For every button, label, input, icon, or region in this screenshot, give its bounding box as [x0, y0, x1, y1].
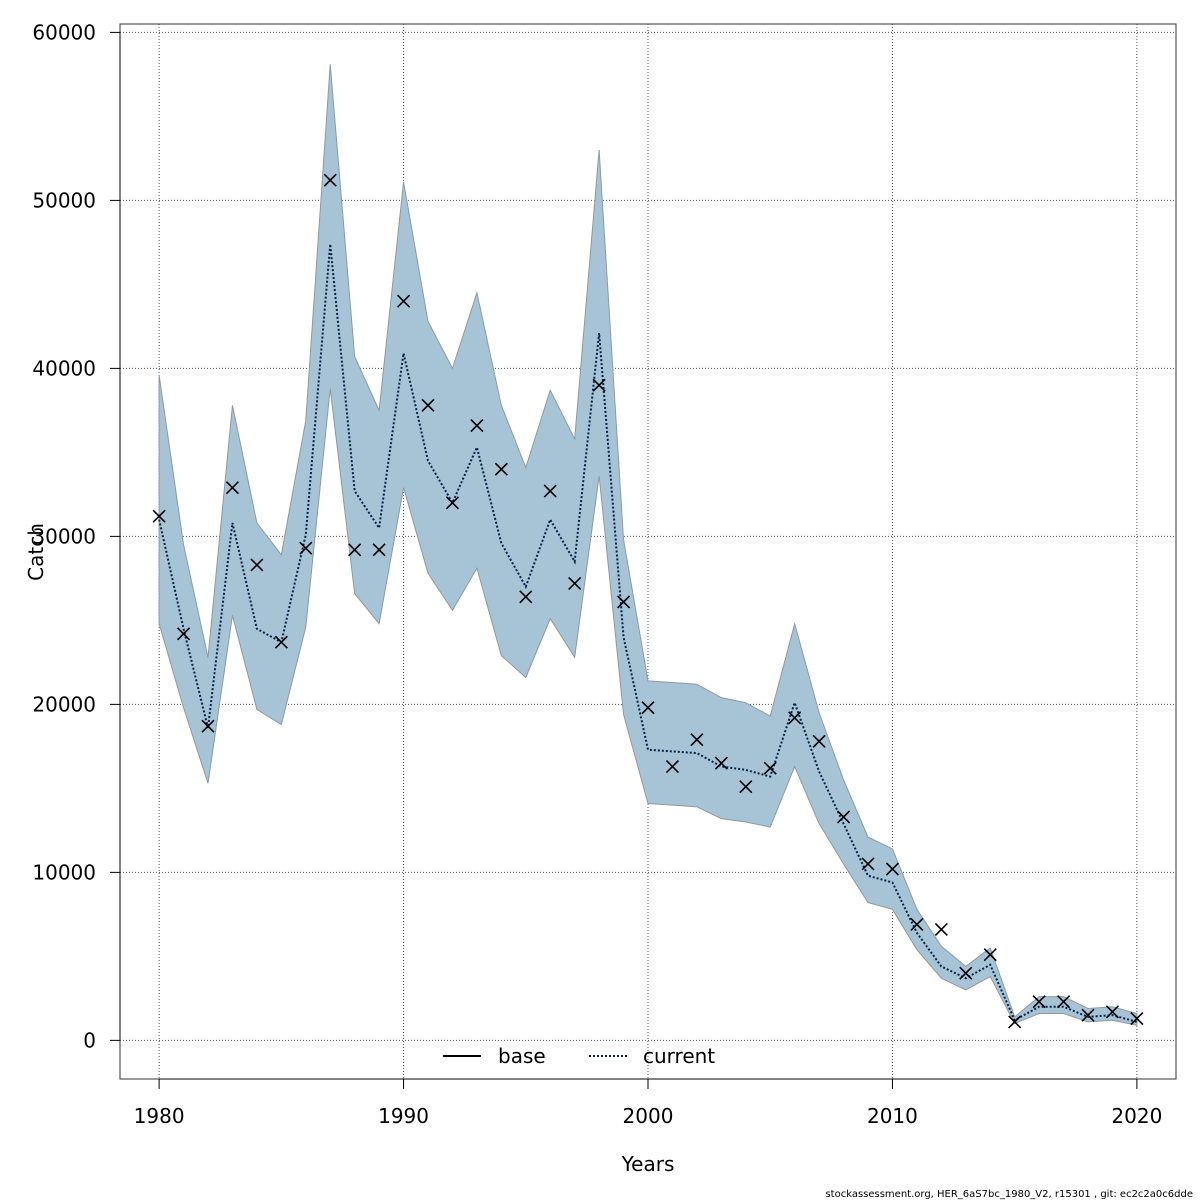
observed-markers-layer — [152, 173, 1144, 1029]
observed-point-1992 — [445, 496, 460, 510]
observed-point-2004 — [739, 780, 753, 794]
observed-point-2012 — [934, 922, 948, 937]
x-axis: 1980 1990 2000 2010 2020 — [134, 1078, 1162, 1128]
observed-point-2007 — [812, 734, 826, 748]
y-tick-label-60000: 60000 — [32, 20, 96, 44]
observed-point-2008 — [836, 810, 851, 824]
observed-point-2018 — [1081, 1008, 1095, 1022]
observed-point-1984 — [250, 558, 264, 572]
x-tick-label-2000: 2000 — [623, 1104, 674, 1128]
legend-current-label: current — [643, 1044, 715, 1068]
legend-base-label: base — [498, 1044, 546, 1068]
observed-point-1980 — [152, 509, 166, 523]
observed-point-2019 — [1105, 1005, 1120, 1019]
x-tick-label-1980: 1980 — [134, 1104, 185, 1128]
x-tick-label-2020: 2020 — [1111, 1104, 1162, 1128]
observed-point-1995 — [519, 590, 533, 604]
legend: base current — [443, 1044, 715, 1068]
y-axis: 0 10000 20000 30000 40000 50000 60000 — [32, 20, 121, 1052]
observed-point-1981 — [176, 627, 191, 641]
observed-point-2009 — [861, 857, 875, 871]
observed-point-1999 — [616, 595, 631, 609]
observed-point-1982 — [201, 719, 215, 733]
x-tick-label-2010: 2010 — [867, 1104, 918, 1128]
series-lines-layer — [158, 243, 1138, 1023]
observed-point-1989 — [372, 543, 386, 557]
confidence-band — [158, 64, 1138, 1026]
observed-point-1987 — [323, 173, 337, 187]
observed-point-1997 — [568, 576, 582, 590]
x-tick-label-1990: 1990 — [378, 1104, 429, 1128]
observed-point-1998 — [592, 378, 606, 392]
observed-point-1983 — [225, 481, 240, 495]
observed-point-1985 — [274, 635, 288, 649]
observed-point-1994 — [494, 462, 508, 476]
observed-point-1990 — [396, 294, 411, 308]
observed-point-2013 — [959, 966, 973, 980]
observed-point-2005 — [763, 761, 777, 775]
y-tick-label-50000: 50000 — [32, 188, 96, 212]
y-tick-label-0: 0 — [83, 1028, 96, 1052]
y-tick-label-20000: 20000 — [32, 692, 96, 716]
observed-point-2003 — [714, 756, 728, 770]
observed-point-2006 — [788, 711, 802, 725]
observed-point-1986 — [299, 541, 313, 555]
observed-point-2001 — [665, 759, 680, 774]
observed-point-2016 — [1032, 995, 1046, 1009]
observed-point-1991 — [421, 398, 435, 412]
observed-point-2014 — [983, 948, 997, 962]
footer-text: stockassessment.org, HER_6aS7bc_1980_V2,… — [825, 1189, 1193, 1200]
y-axis-title: Catch — [24, 523, 48, 581]
observed-point-2020 — [1130, 1011, 1144, 1026]
y-tick-label-10000: 10000 — [32, 860, 96, 884]
series-line-current — [158, 243, 1138, 1023]
x-axis-title: Years — [621, 1152, 675, 1176]
observed-point-2011 — [910, 917, 924, 932]
observed-point-2000 — [641, 701, 655, 715]
observed-point-1996 — [543, 484, 557, 498]
observed-point-2017 — [1056, 995, 1071, 1009]
observed-point-1988 — [348, 543, 362, 557]
confidence-band-layer — [158, 64, 1138, 1026]
observed-point-1993 — [470, 418, 484, 433]
observed-point-2010 — [885, 862, 900, 876]
observed-point-2002 — [690, 733, 704, 747]
y-tick-label-40000: 40000 — [32, 356, 96, 380]
observed-point-2015 — [1008, 1015, 1022, 1029]
y-tick-label-30000: 30000 — [32, 524, 96, 548]
